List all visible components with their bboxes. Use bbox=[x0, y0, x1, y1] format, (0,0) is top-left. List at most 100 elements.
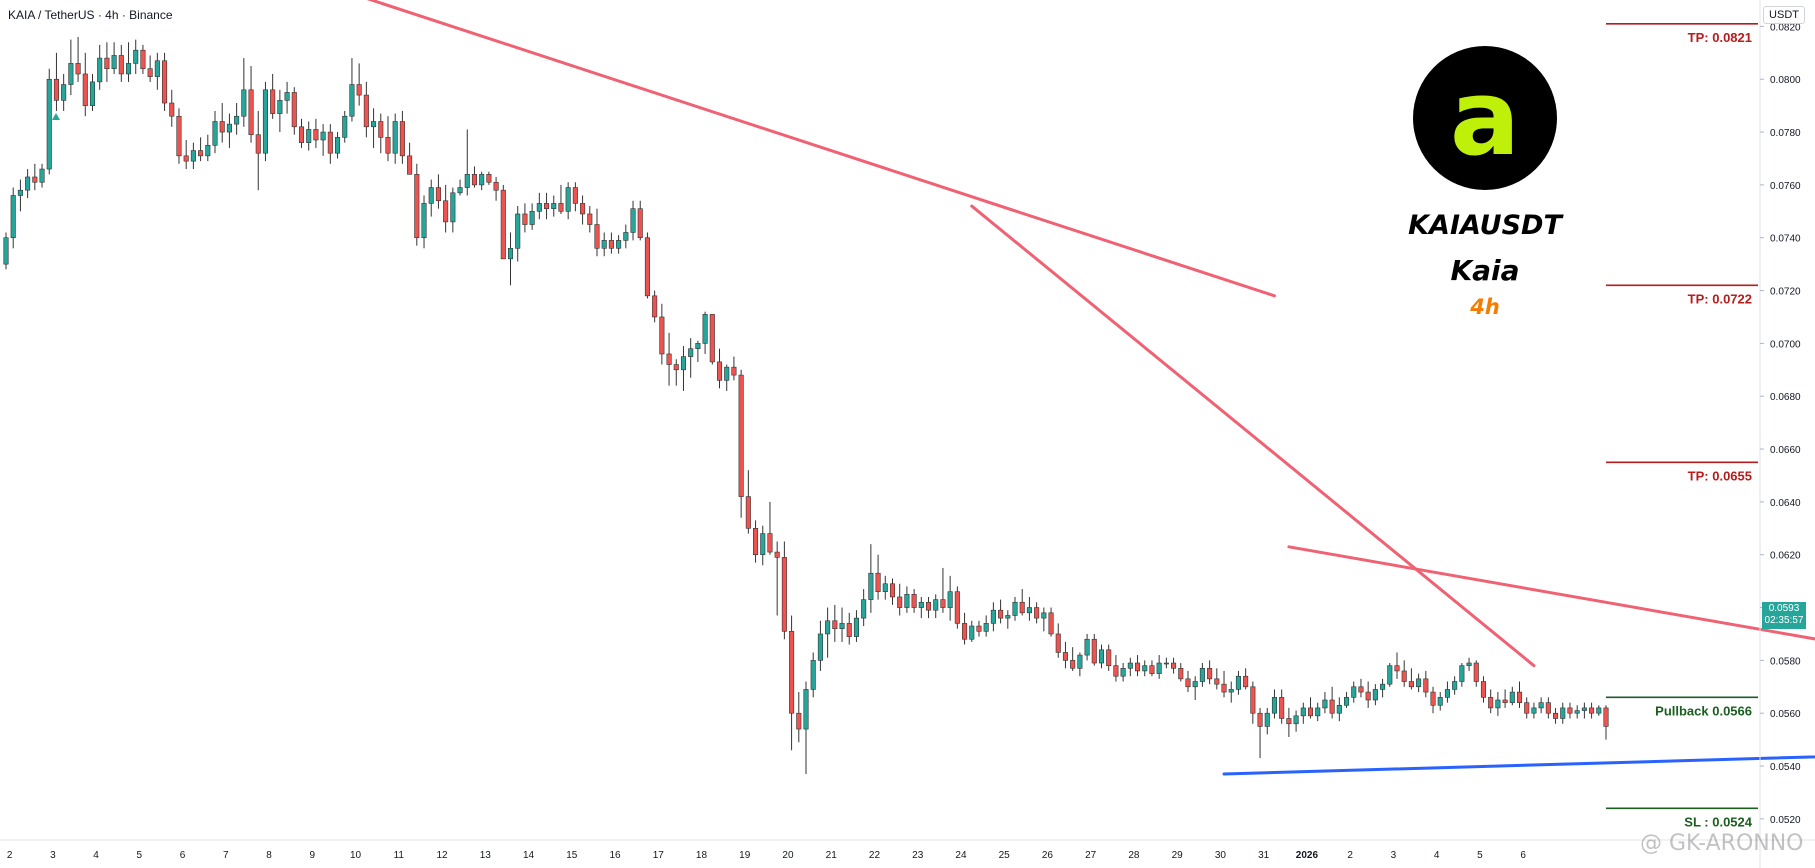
candle bbox=[61, 73, 67, 111]
candle bbox=[284, 81, 290, 114]
candle bbox=[1380, 678, 1386, 698]
candle bbox=[781, 541, 787, 640]
candle bbox=[825, 607, 831, 658]
candle-body bbox=[954, 591, 960, 624]
candle-body bbox=[594, 224, 600, 249]
candle bbox=[702, 311, 708, 354]
candle bbox=[327, 124, 333, 164]
candle-body bbox=[825, 620, 831, 635]
candle bbox=[82, 52, 88, 117]
candle bbox=[262, 81, 268, 162]
time-tick-label: 5 bbox=[137, 850, 143, 861]
signal-marker-icon bbox=[52, 113, 60, 120]
candle bbox=[399, 110, 405, 164]
candle bbox=[1005, 610, 1011, 629]
candle-body bbox=[652, 295, 658, 318]
candle bbox=[1322, 692, 1328, 714]
candle-body bbox=[234, 115, 240, 125]
candle bbox=[1365, 681, 1371, 708]
candle-body bbox=[1055, 633, 1061, 653]
time-tick-label: 3 bbox=[1391, 850, 1397, 861]
candle bbox=[882, 575, 888, 600]
candle bbox=[1149, 660, 1155, 677]
candle bbox=[125, 42, 132, 82]
candle-body bbox=[1091, 638, 1097, 664]
candle bbox=[97, 44, 103, 90]
candle bbox=[1271, 689, 1278, 719]
candle bbox=[298, 118, 305, 148]
candle bbox=[241, 58, 247, 127]
candle bbox=[601, 232, 607, 257]
candle-body bbox=[479, 174, 485, 186]
trendline-triangle-support bbox=[1222, 755, 1815, 776]
candle bbox=[75, 36, 81, 82]
candle bbox=[897, 583, 903, 616]
candle bbox=[1589, 702, 1595, 719]
candle-body bbox=[1437, 697, 1443, 706]
price-tick-label: 0.0740 bbox=[1770, 234, 1801, 245]
candle bbox=[644, 232, 650, 299]
candle bbox=[471, 166, 478, 188]
candle-body bbox=[515, 213, 521, 249]
candle-body bbox=[529, 211, 535, 225]
price-level: SL : 0.0524 bbox=[1606, 807, 1758, 829]
candle-body bbox=[1271, 697, 1278, 714]
candle bbox=[1163, 657, 1169, 669]
candle-body bbox=[1480, 681, 1487, 698]
time-axis[interactable]: 2 3 4 5 6 7 8 9 10 11 12 13 14 15 16 17 18 19 20 21 22 23 24 25… bbox=[0, 839, 1815, 861]
candle-body bbox=[832, 620, 838, 629]
candle bbox=[1221, 670, 1227, 698]
candles bbox=[3, 36, 1609, 774]
candle bbox=[306, 121, 312, 151]
candle-body bbox=[32, 176, 38, 183]
candle bbox=[371, 108, 377, 148]
candle bbox=[421, 195, 427, 249]
candle bbox=[234, 103, 240, 135]
candle bbox=[558, 184, 564, 214]
candle bbox=[378, 113, 384, 154]
candle-body bbox=[1322, 699, 1328, 709]
candle bbox=[1387, 663, 1393, 687]
candle-body bbox=[875, 572, 881, 592]
candle bbox=[1228, 681, 1234, 703]
candle-body bbox=[1524, 702, 1530, 714]
candle-body bbox=[1444, 689, 1450, 698]
candle-body bbox=[1120, 668, 1126, 677]
candle bbox=[154, 52, 160, 90]
candle-body bbox=[1286, 718, 1292, 725]
candle-body bbox=[1062, 652, 1068, 661]
candle bbox=[962, 612, 968, 645]
candle bbox=[349, 58, 355, 122]
candle-body bbox=[198, 150, 204, 157]
candle-body bbox=[1358, 686, 1364, 693]
candle-body bbox=[1300, 707, 1306, 717]
candle bbox=[1185, 670, 1191, 693]
candle-body bbox=[1603, 707, 1609, 727]
candle bbox=[1509, 686, 1515, 706]
candle bbox=[1286, 707, 1292, 737]
candle-body bbox=[1495, 699, 1501, 709]
currency-selector[interactable]: USDT bbox=[1763, 6, 1805, 24]
candle bbox=[904, 586, 910, 613]
candle-body bbox=[868, 572, 874, 600]
candle bbox=[998, 599, 1004, 624]
candle bbox=[198, 137, 204, 162]
candle-body bbox=[212, 121, 218, 146]
time-tick-label: 11 bbox=[394, 850, 405, 861]
candle-body bbox=[933, 599, 939, 611]
candle-body bbox=[738, 374, 744, 497]
candle-body bbox=[75, 63, 81, 75]
candle-body bbox=[702, 314, 708, 344]
candle-body bbox=[1185, 678, 1191, 688]
candle bbox=[435, 174, 441, 209]
candle-body bbox=[1387, 665, 1393, 685]
price-axis[interactable]: 0.05200.05400.05600.05800.06000.06200.06… bbox=[1759, 0, 1801, 868]
candle bbox=[608, 232, 614, 254]
candle bbox=[925, 596, 932, 619]
candle bbox=[1574, 705, 1580, 719]
price-level-label: Pullback 0.0566 bbox=[1655, 703, 1752, 718]
time-tick-label: 21 bbox=[826, 850, 838, 861]
candle-body bbox=[789, 631, 795, 714]
candle bbox=[479, 171, 485, 191]
